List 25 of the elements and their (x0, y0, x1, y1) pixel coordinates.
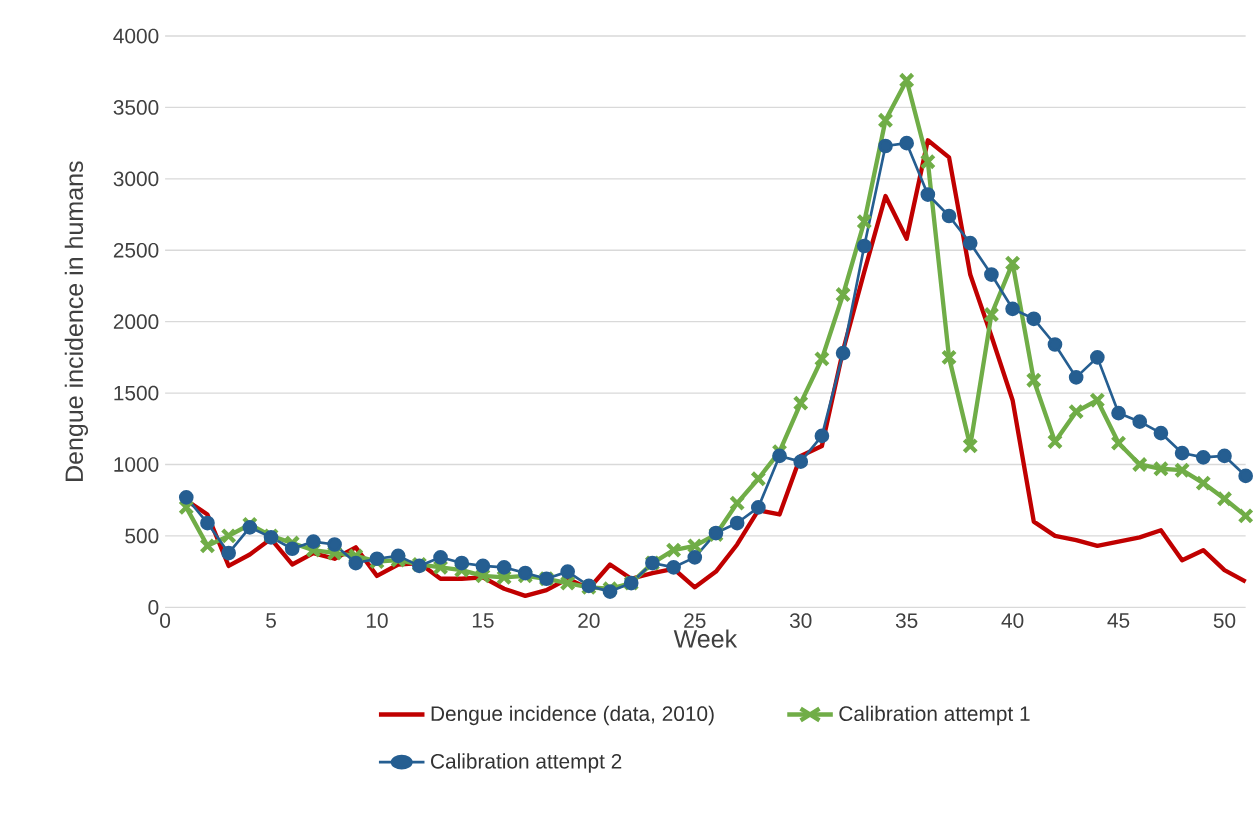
x-tick-label: 15 (472, 613, 494, 628)
y-tick-label: 2500 (113, 242, 159, 258)
x-tick-label: 35 (895, 613, 918, 628)
y-tick-label: 1000 (114, 456, 159, 472)
x-axis-title: Week (673, 629, 738, 648)
y-tick-label: 3000 (113, 171, 159, 187)
x-tick-label: 50 (1213, 613, 1236, 628)
legend-label: Calibration attempt 1 (839, 705, 1030, 725)
x-tick-label: 5 (266, 613, 276, 628)
y-tick-label: 4000 (113, 28, 159, 44)
y-tick-label: 0 (148, 599, 159, 615)
y-tick-label: 1500 (114, 385, 159, 401)
x-tick-label: 40 (1001, 613, 1024, 628)
legend-label: Calibration attempt 2 (431, 753, 622, 773)
x-tick-label: 20 (578, 613, 600, 628)
x-tick-label: 30 (789, 613, 812, 628)
x-tick-label: 45 (1107, 613, 1130, 628)
x-tick-label: 25 (684, 613, 706, 628)
y-tick-label: 500 (125, 528, 159, 544)
x-tick-label: 0 (160, 613, 171, 628)
x-tick-label: 10 (366, 613, 388, 628)
y-axis-title: Dengue incidence in humans (64, 161, 89, 481)
y-tick-label: 3500 (113, 99, 159, 115)
legend-label: Dengue incidence (data, 2010) (431, 705, 714, 725)
y-tick-label: 2000 (113, 314, 159, 329)
